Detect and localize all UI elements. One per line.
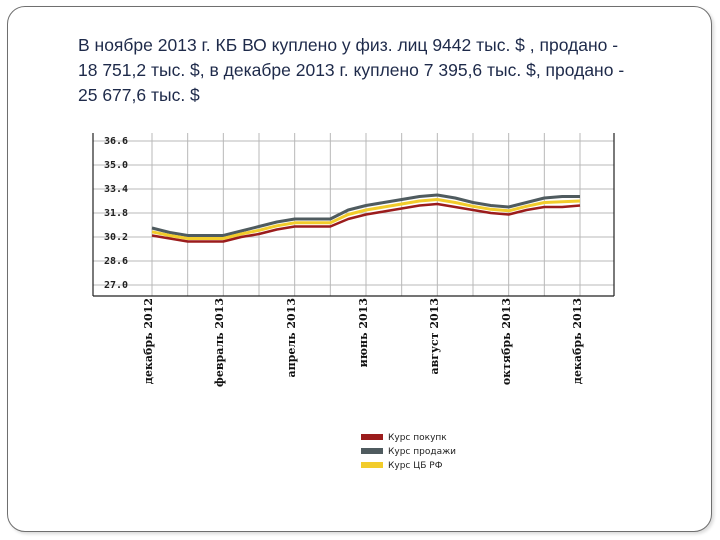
legend-swatch — [361, 434, 383, 440]
y-tick-label: 35.0 — [104, 160, 128, 171]
y-tick-label: 30.2 — [104, 232, 128, 243]
x-tick-label: февраль 2013 — [213, 298, 226, 387]
series-line-sell — [151, 193, 580, 237]
legend-swatch — [361, 448, 383, 454]
series-line-buy — [151, 202, 581, 243]
series-line-cb — [151, 198, 581, 240]
x-tick-label-group: февраль 2013 — [213, 298, 226, 387]
slide-text-line-3: 25 677,6 тыс. $ — [78, 85, 200, 105]
y-tick-label: 31.8 — [104, 208, 128, 219]
x-tick-label-group: июнь 2013 — [357, 298, 370, 367]
slide-text-line-2: 18 751,2 тыс. $, в декабре 2013 г. купле… — [78, 60, 625, 80]
x-tick-label-group: август 2013 — [428, 298, 441, 375]
legend-label: Курс ЦБ РФ — [388, 461, 443, 471]
y-tick-label: 27.0 — [104, 280, 128, 291]
legend-swatch — [361, 462, 383, 468]
x-tick-label: декабрь 2013 — [571, 298, 584, 384]
y-tick-label: 36.6 — [104, 136, 128, 147]
y-tick-label: 28.6 — [104, 256, 128, 267]
legend-label: Курс продажи — [388, 447, 456, 457]
legend-label: Курс покупк — [388, 433, 447, 443]
x-tick-label: декабрь 2012 — [142, 298, 155, 384]
legend-item-sell: Курс продажи — [361, 447, 456, 457]
legend-item-buy: Курс покупк — [361, 433, 447, 443]
x-tick-label: август 2013 — [428, 298, 441, 375]
x-tick-label: октябрь 2013 — [500, 298, 513, 385]
x-tick-label-group: декабрь 2012 — [142, 298, 155, 384]
x-tick-label: апрель 2013 — [285, 298, 298, 378]
x-tick-label-group: апрель 2013 — [285, 298, 298, 378]
y-tick-label: 33.4 — [104, 184, 128, 195]
legend-item-cb: Курс ЦБ РФ — [361, 461, 443, 471]
x-tick-label-group: декабрь 2013 — [571, 298, 584, 384]
slide-text: В ноябре 2013 г. КБ ВО куплено у физ. ли… — [78, 33, 688, 108]
slide-text-line-1: В ноябре 2013 г. КБ ВО куплено у физ. ли… — [78, 35, 619, 55]
x-tick-label-group: октябрь 2013 — [500, 298, 513, 385]
x-tick-label: июнь 2013 — [357, 298, 370, 367]
